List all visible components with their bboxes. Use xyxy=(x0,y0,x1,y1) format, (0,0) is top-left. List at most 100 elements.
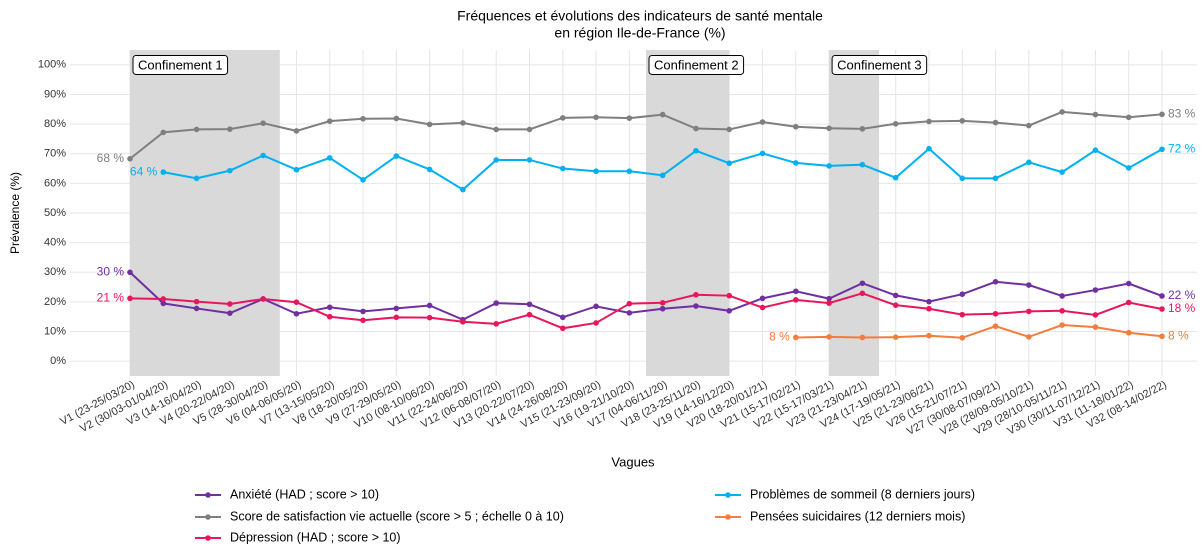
series-point xyxy=(1125,329,1132,336)
series-point xyxy=(526,311,533,318)
series-point xyxy=(1159,146,1165,153)
y-tick-label: 70% xyxy=(44,148,66,160)
series-point xyxy=(260,296,266,302)
series-point xyxy=(759,304,766,311)
series-point xyxy=(1026,122,1032,129)
series-point xyxy=(959,334,966,341)
series-point xyxy=(793,334,799,341)
series-point xyxy=(360,317,366,324)
series-point xyxy=(1026,159,1032,166)
series-point xyxy=(759,295,766,302)
series-point xyxy=(1059,308,1065,314)
series-point xyxy=(992,310,999,317)
series-point xyxy=(659,299,666,306)
series-point xyxy=(1059,293,1065,299)
lockdown-span xyxy=(646,50,730,376)
series-point xyxy=(892,120,899,127)
series-point xyxy=(1059,322,1065,328)
series-point xyxy=(726,292,733,299)
series-point xyxy=(559,325,566,332)
series-point xyxy=(1026,282,1032,288)
series-line xyxy=(129,110,1163,160)
span-label: Confinement 1 xyxy=(138,57,223,72)
series-point xyxy=(260,120,266,127)
series-point xyxy=(959,175,966,182)
series-point xyxy=(127,269,133,276)
series-point xyxy=(959,311,966,318)
series-point xyxy=(1059,109,1065,115)
series-point xyxy=(959,291,966,298)
series-point xyxy=(992,119,999,126)
y-tick-label: 100% xyxy=(38,59,66,71)
series-point xyxy=(127,155,133,162)
series-point xyxy=(426,121,433,128)
series-point xyxy=(826,125,832,132)
series-point xyxy=(826,163,832,169)
series-point xyxy=(426,302,433,309)
series-point xyxy=(726,126,733,133)
series-point xyxy=(460,186,466,193)
series-point xyxy=(360,115,366,122)
legend-point xyxy=(725,492,731,498)
series-point xyxy=(326,155,333,161)
series-point xyxy=(160,296,167,302)
series-point xyxy=(992,323,999,330)
series-point xyxy=(127,295,133,302)
series-point xyxy=(227,310,233,316)
legend-label: Score de satisfaction vie actuelle (scor… xyxy=(230,509,564,523)
series-point xyxy=(293,166,300,173)
series-point xyxy=(892,292,899,299)
series-point xyxy=(992,175,999,182)
y-tick-label: 80% xyxy=(44,118,66,130)
value-label: 8 % xyxy=(1168,328,1189,342)
legend-point xyxy=(205,492,211,498)
lockdown-span xyxy=(829,50,880,376)
span-label: Confinement 3 xyxy=(837,57,922,72)
series-point xyxy=(926,145,932,152)
y-tick-label: 50% xyxy=(44,207,66,219)
series-point xyxy=(826,295,832,302)
span-label-box xyxy=(132,54,229,75)
series-point xyxy=(1125,280,1132,287)
series-point xyxy=(1092,111,1099,118)
series-point xyxy=(626,168,633,175)
span-label-box xyxy=(831,54,928,75)
series-point xyxy=(1092,324,1099,330)
series-point xyxy=(393,314,400,321)
series-point xyxy=(593,320,599,326)
series-point xyxy=(793,288,799,295)
series-point xyxy=(460,318,466,325)
series-point xyxy=(360,177,366,183)
legend-label: Pensées suicidaires (12 derniers mois) xyxy=(750,509,965,523)
legend-label: Dépression (HAD ; score > 10) xyxy=(230,530,401,544)
series-point xyxy=(326,304,333,311)
series-point xyxy=(193,305,200,312)
series-point xyxy=(1026,308,1032,315)
series-point xyxy=(393,153,400,159)
series-point xyxy=(659,111,666,118)
legend-label: Problèmes de sommeil (8 derniers jours) xyxy=(750,487,975,501)
series-point xyxy=(759,150,766,157)
series-point xyxy=(659,172,666,179)
series-point xyxy=(293,128,300,134)
series-point xyxy=(493,300,499,306)
series-point xyxy=(1125,299,1132,306)
series-point xyxy=(593,303,599,310)
series-point xyxy=(493,321,499,327)
series-point xyxy=(793,297,799,303)
y-tick-label: 30% xyxy=(44,266,66,278)
legend-point xyxy=(205,535,211,541)
series-point xyxy=(193,126,200,133)
series-point xyxy=(892,174,899,181)
series-point xyxy=(1092,287,1099,293)
series-point xyxy=(260,152,266,159)
series-point xyxy=(1125,114,1132,121)
series-point xyxy=(1159,111,1165,118)
series-point xyxy=(193,175,200,182)
series-point xyxy=(1159,293,1165,299)
series-point xyxy=(926,332,932,339)
series-point xyxy=(859,280,866,287)
series-point xyxy=(160,169,167,175)
series-point xyxy=(626,310,633,316)
series-point xyxy=(559,165,566,172)
